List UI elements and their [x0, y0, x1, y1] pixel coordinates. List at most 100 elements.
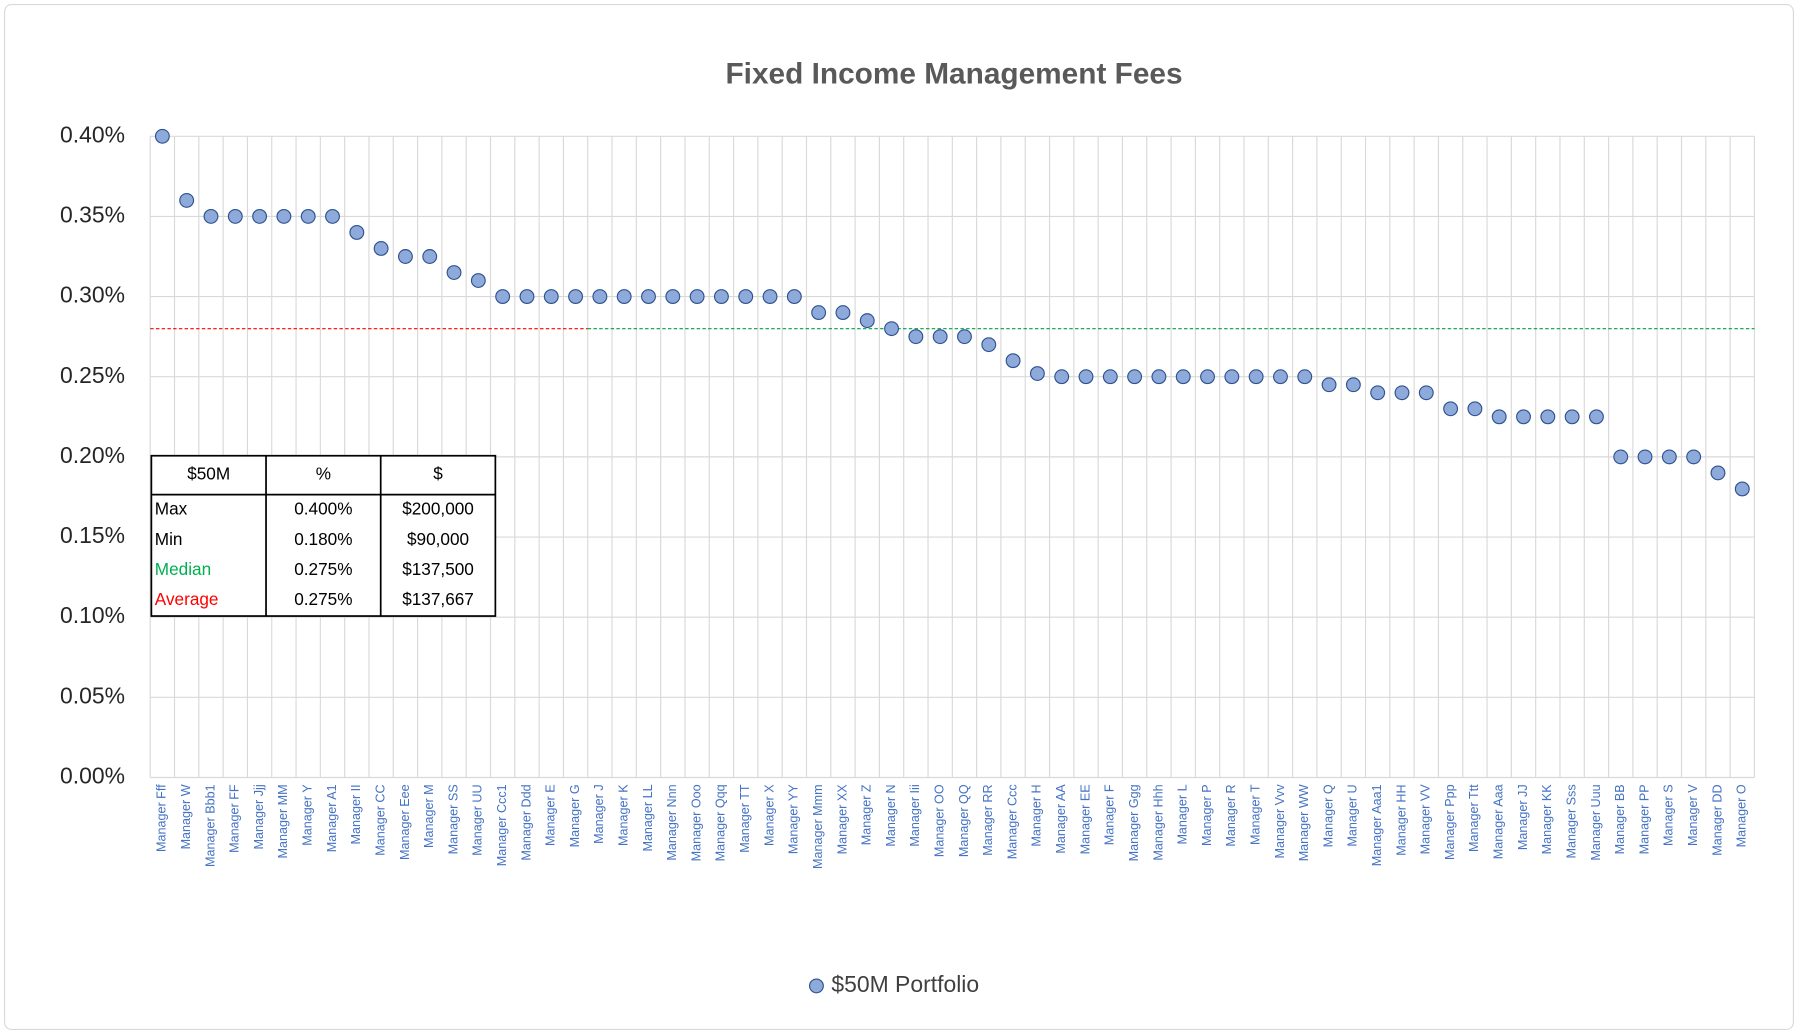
- data-point: [1564, 409, 1580, 425]
- x-tick-label: Manager YY: [787, 784, 801, 854]
- data-point: [1443, 401, 1459, 417]
- x-tick-label: Manager Nnn: [665, 784, 679, 860]
- table-header: $50M: [187, 464, 230, 484]
- data-point: [713, 289, 729, 305]
- data-point: [1516, 409, 1531, 425]
- table-cell: $200,000: [402, 499, 474, 519]
- data-point: [349, 225, 365, 240]
- x-tick-label: Manager Vvv: [1273, 784, 1287, 859]
- x-tick-label: Manager P: [1200, 784, 1214, 846]
- data-point: [1418, 385, 1434, 401]
- chart-border: [4, 4, 1794, 1030]
- data-point: [1078, 369, 1094, 385]
- x-tick-label: Manager FF: [228, 784, 242, 853]
- x-tick-label: Manager VV: [1419, 784, 1433, 855]
- y-tick-label: 0.20%: [60, 442, 125, 468]
- x-tick-label: Manager HH: [1394, 784, 1408, 855]
- data-point: [932, 329, 948, 345]
- y-tick-label: 0.25%: [60, 362, 125, 388]
- data-point: [1588, 409, 1604, 425]
- data-point: [689, 289, 705, 305]
- data-point: [957, 329, 972, 345]
- x-tick-label: Manager PP: [1637, 784, 1651, 854]
- x-tick-label: Manager WW: [1297, 784, 1311, 861]
- table-cell: 0.275%: [294, 559, 352, 579]
- x-tick-label: Manager U: [1346, 784, 1360, 846]
- data-point: [1613, 449, 1629, 465]
- x-tick-label: Manager Bbb1: [203, 784, 217, 867]
- x-tick-label: Manager LL: [641, 784, 655, 851]
- y-tick-label: 0.30%: [60, 282, 125, 308]
- x-tick-label: Manager O: [1735, 784, 1749, 847]
- data-point: [835, 305, 851, 321]
- y-tick-label: 0.05%: [60, 682, 125, 708]
- y-tick-label: 0.00%: [60, 763, 125, 789]
- data-point: [1029, 366, 1045, 381]
- data-point: [1151, 369, 1167, 385]
- data-point: [1273, 369, 1288, 385]
- x-tick-label: Manager CC: [373, 784, 387, 855]
- data-point: [1224, 369, 1240, 385]
- x-tick-label: Manager H: [1030, 784, 1044, 846]
- x-tick-label: Manager R: [1224, 784, 1238, 846]
- x-tick-label: Manager SS: [446, 784, 460, 854]
- x-tick-label: Manager T: [1248, 784, 1262, 845]
- data-point: [1661, 449, 1677, 465]
- legend-label: $50M Portfolio: [831, 971, 979, 997]
- x-tick-label: Manager Ttt: [1467, 784, 1481, 852]
- y-tick-label: 0.15%: [60, 522, 125, 548]
- table-row-label: Median: [155, 559, 211, 579]
- x-tick-label: Manager A1: [325, 784, 339, 852]
- data-point: [568, 289, 584, 305]
- data-point: [325, 208, 340, 224]
- table-row-label: Min: [155, 529, 183, 549]
- data-point: [1540, 409, 1556, 425]
- x-tick-label: Manager S: [1662, 784, 1676, 846]
- data-point: [1200, 369, 1215, 385]
- y-tick-label: 0.40%: [60, 121, 125, 147]
- data-point: [203, 208, 219, 224]
- data-point: [762, 289, 778, 305]
- data-point: [1248, 369, 1264, 385]
- x-tick-label: Manager M: [422, 784, 436, 848]
- x-tick-label: Manager W: [179, 784, 193, 849]
- table-header: $: [433, 464, 443, 484]
- data-point: [495, 289, 511, 305]
- x-tick-label: Manager DD: [1710, 784, 1724, 855]
- data-point: [1345, 377, 1361, 393]
- table-bg: [150, 454, 497, 617]
- x-tick-label: Manager N: [884, 784, 898, 846]
- x-tick-label: Manager JJ: [1516, 784, 1530, 850]
- x-tick-label: Manager Sss: [1564, 784, 1578, 858]
- data-point: [300, 208, 316, 224]
- x-tick-label: Manager L: [1176, 784, 1190, 844]
- data-point: [1734, 481, 1750, 497]
- data-point: [276, 208, 292, 224]
- x-tick-label: Manager Ppp: [1443, 784, 1457, 860]
- table-cell: 0.400%: [294, 499, 352, 519]
- x-tick-label: Manager Q: [1321, 784, 1335, 847]
- y-tick-label: 0.10%: [60, 602, 125, 628]
- data-point: [786, 289, 802, 305]
- x-tick-label: Manager Ccc: [1005, 784, 1019, 859]
- x-tick-label: Manager K: [617, 784, 631, 846]
- x-tick-label: Manager MM: [276, 784, 290, 858]
- data-point: [397, 249, 413, 264]
- x-tick-label: Manager Ooo: [689, 784, 703, 861]
- data-point: [1491, 409, 1507, 425]
- x-tick-label: Manager QQ: [957, 784, 971, 857]
- x-tick-label: Manager Ggg: [1127, 784, 1141, 861]
- data-point: [592, 289, 608, 305]
- x-tick-label: Manager F: [1103, 784, 1117, 845]
- x-tick-label: Manager EE: [1078, 784, 1092, 854]
- data-point: [1297, 369, 1313, 385]
- legend-marker: [808, 978, 824, 994]
- chart-title: Fixed Income Management Fees: [725, 57, 1182, 90]
- data-point: [1637, 449, 1653, 465]
- table-row-label: Average: [155, 589, 219, 609]
- data-point: [1467, 401, 1483, 417]
- data-point: [543, 289, 559, 305]
- data-point: [1127, 369, 1143, 385]
- table-cell: 0.180%: [294, 529, 352, 549]
